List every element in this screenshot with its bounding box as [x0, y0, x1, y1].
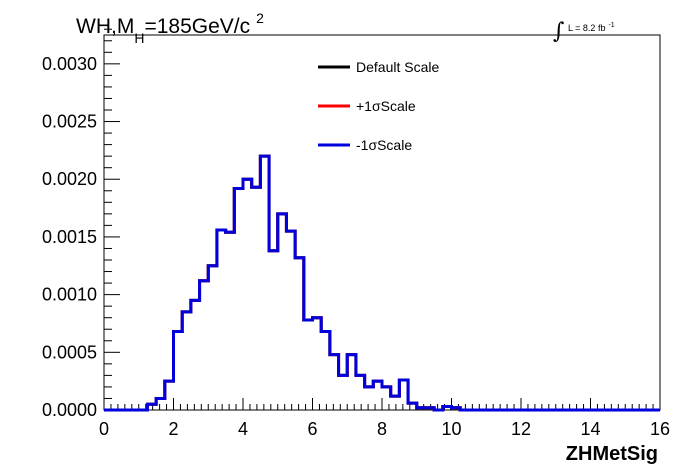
- x-tick-label: 0: [99, 419, 109, 439]
- legend: Default Scale +1σScale -1σScale: [318, 59, 439, 153]
- chart-title-subscript: H: [134, 30, 144, 46]
- histogram-plus1sigma-scale: [104, 154, 660, 412]
- y-tick-label: 0.0000: [42, 400, 97, 420]
- x-tick-label: 12: [511, 419, 531, 439]
- y-tick-label: 0.0015: [42, 227, 97, 247]
- x-axis-label: ZHMetSig: [566, 443, 658, 465]
- legend-label-minus1sigma-scale: -1σScale: [356, 137, 412, 153]
- histogram-minus1sigma-scale: [104, 154, 660, 412]
- plot-frame: [103, 34, 661, 411]
- x-tick-label: 4: [238, 419, 248, 439]
- legend-label-plus1sigma-scale: +1σScale: [356, 98, 416, 114]
- histogram-series: [104, 154, 660, 412]
- x-tick-label: 14: [580, 419, 600, 439]
- histogram-default-scale: [104, 154, 660, 412]
- x-tick-label: 2: [168, 419, 178, 439]
- x-tick-label: 16: [650, 419, 670, 439]
- x-tick-label: 8: [377, 419, 387, 439]
- y-tick-label: 0.0010: [42, 285, 97, 305]
- chart-title: WH,MH=185GeV/c 2: [76, 10, 264, 46]
- integral-sign: ∫: [553, 19, 565, 44]
- y-tick-label: 0.0020: [42, 169, 97, 189]
- chart-title-prefix: WH,M: [76, 15, 134, 38]
- x-tick-label: 6: [307, 419, 317, 439]
- y-axis: 0.0000 0.0005 0.0010 0.0015 0.0020 0.0025 0.00…: [42, 28, 120, 420]
- luminosity-label: L = 8.2 fb -1: [568, 22, 615, 33]
- y-tick-label: 0.0025: [42, 112, 97, 132]
- y-tick-label: 0.0005: [42, 342, 97, 362]
- x-tick-label: 10: [441, 419, 461, 439]
- x-axis: 0 2 4 6 8 10 12 14 16: [99, 398, 670, 439]
- luminosity-superscript: -1: [608, 22, 614, 29]
- y-tick-label: 0.0030: [42, 54, 97, 74]
- legend-label-default-scale: Default Scale: [356, 59, 439, 75]
- luminosity-text: L = 8.2 fb: [568, 23, 605, 33]
- chart-title-superscript: 2: [256, 10, 264, 26]
- chart-title-middle: =185GeV/c: [144, 15, 250, 38]
